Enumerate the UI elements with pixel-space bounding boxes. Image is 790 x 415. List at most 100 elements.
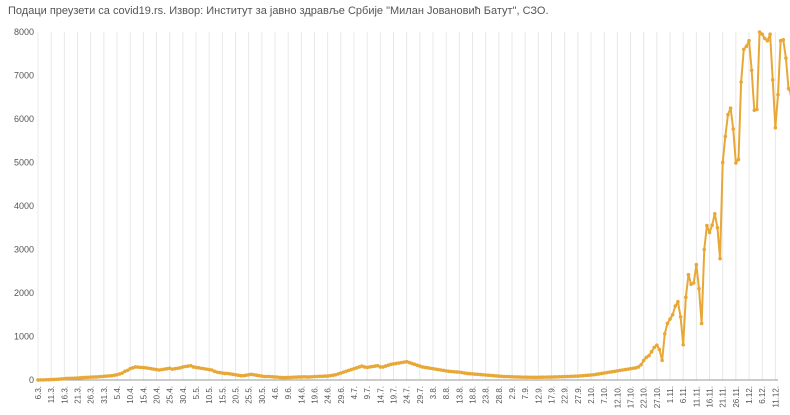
x-tick-label: 24.6. [324, 386, 333, 404]
data-point [589, 373, 593, 377]
y-tick-label: 3000 [14, 245, 34, 255]
data-point [38, 378, 43, 382]
x-tick-label: 5.4. [113, 386, 122, 399]
data-point [49, 377, 53, 382]
y-tick-label: 6000 [14, 114, 34, 124]
data-point [270, 374, 275, 379]
data-point [747, 38, 751, 43]
x-tick-label: 17.9. [548, 386, 557, 404]
data-point [657, 347, 662, 352]
x-tick-label: 12.9. [534, 386, 543, 404]
data-point [273, 375, 277, 379]
data-point [736, 157, 741, 162]
data-point [686, 272, 691, 277]
data-point [504, 374, 509, 379]
x-tick-label: 7.9. [521, 386, 530, 399]
x-tick-label: 14.6. [297, 386, 306, 404]
data-point [104, 374, 109, 378]
data-point [289, 375, 293, 380]
data-point [317, 374, 322, 379]
data-point [670, 312, 675, 317]
data-point [449, 369, 454, 374]
data-point [681, 342, 685, 347]
data-point [470, 372, 475, 376]
data-point [739, 80, 743, 84]
data-point [660, 358, 664, 363]
data-point [581, 373, 585, 378]
x-tick-label: 7.10. [600, 386, 609, 404]
data-point [46, 377, 51, 382]
data-point [731, 127, 736, 131]
data-point [310, 374, 314, 379]
x-tick-label: 13.8. [455, 386, 464, 404]
data-point [62, 376, 67, 381]
data-point [552, 375, 556, 379]
data-point [684, 295, 688, 300]
y-tick-label: 4000 [14, 201, 34, 211]
data-point [483, 373, 488, 377]
data-point [549, 375, 554, 379]
data-point [763, 36, 767, 41]
x-tick-label: 19.6. [311, 386, 320, 404]
data-point [697, 286, 701, 291]
data-point [486, 373, 491, 378]
series-layer [36, 30, 790, 382]
x-tick-label: 16.3. [60, 386, 69, 404]
data-point [565, 374, 570, 379]
x-tick-label: 8.8. [442, 386, 451, 399]
x-tick-label: 10.5. [205, 386, 214, 404]
data-point [86, 375, 90, 380]
data-point [618, 368, 622, 373]
x-tick-label: 29.6. [337, 386, 346, 404]
data-point [302, 374, 306, 379]
x-tick-label: 26.11. [732, 386, 741, 408]
data-point [665, 321, 670, 326]
x-tick-label: 30.5. [258, 386, 267, 404]
data-point [244, 373, 248, 378]
data-point [755, 107, 759, 112]
data-point [573, 374, 578, 378]
data-point [75, 376, 80, 380]
data-point [528, 375, 533, 380]
data-point [223, 371, 227, 376]
data-point [133, 365, 138, 369]
data-point [465, 371, 470, 376]
data-point [67, 376, 72, 381]
data-point [533, 375, 538, 380]
data-point [520, 375, 525, 379]
data-point [694, 262, 699, 267]
data-point [768, 32, 772, 36]
data-point [159, 367, 164, 372]
data-point [299, 375, 304, 379]
x-tick-label: 22.10. [640, 386, 649, 408]
x-tick-label: 20.5. [232, 386, 241, 404]
data-point [304, 375, 309, 379]
data-point [473, 372, 477, 376]
data-point [52, 377, 56, 382]
data-point [80, 375, 85, 380]
data-point [539, 375, 543, 380]
data-point [702, 247, 707, 252]
x-tick-label: 26.3. [87, 386, 96, 404]
data-point [647, 353, 651, 358]
x-tick-label: 21.3. [74, 386, 83, 404]
data-point [770, 78, 775, 82]
data-point [781, 38, 786, 42]
x-tick-label: 14.7. [376, 386, 385, 404]
data-point [710, 223, 714, 227]
data-point [720, 160, 725, 165]
y-tick-label: 8000 [14, 27, 34, 37]
data-point [59, 377, 64, 381]
data-point [70, 376, 75, 381]
data-point [378, 365, 383, 369]
x-tick-label: 2.9. [508, 386, 517, 399]
x-tick-label: 11.11. [692, 386, 701, 407]
data-point [36, 378, 40, 382]
x-tick-label: 18.8. [469, 386, 478, 404]
data-point [765, 38, 770, 43]
y-tick-labels: 0 1000 2000 3000 4000 5000 6000 7000 8000 [14, 27, 34, 385]
x-tick-label: 15.4. [139, 386, 148, 404]
x-tick-label: 22.9. [561, 386, 570, 404]
data-point [281, 375, 285, 380]
data-point [526, 375, 530, 380]
